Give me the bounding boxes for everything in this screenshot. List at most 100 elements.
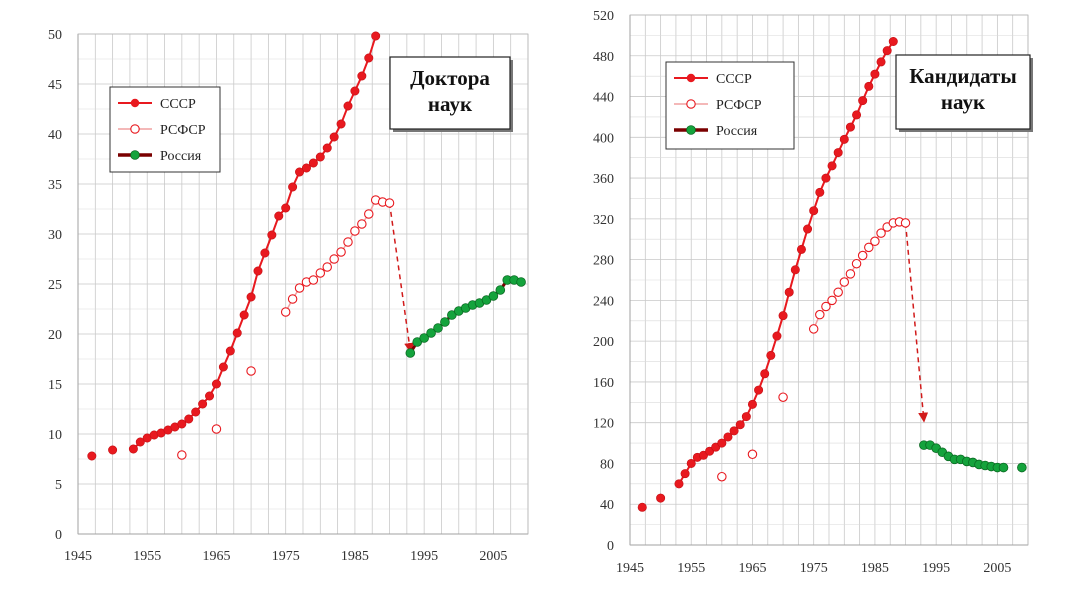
data-point bbox=[295, 167, 305, 177]
y-tick-label: 80 bbox=[600, 457, 614, 472]
x-tick-label: 1955 bbox=[133, 549, 161, 564]
x-tick-label: 1975 bbox=[272, 549, 300, 564]
legend-swatch-marker bbox=[130, 124, 140, 134]
data-point bbox=[747, 449, 758, 460]
x-tick-label: 1985 bbox=[341, 549, 369, 564]
data-point bbox=[1017, 462, 1027, 473]
data-point bbox=[803, 224, 813, 234]
data-point bbox=[754, 385, 764, 395]
title-line: Доктора bbox=[410, 66, 490, 90]
data-point bbox=[741, 412, 751, 422]
title-line: Кандидаты bbox=[909, 64, 1017, 88]
data-point bbox=[184, 414, 194, 424]
x-tick-label: 2005 bbox=[479, 549, 507, 564]
data-point bbox=[357, 219, 367, 229]
data-point bbox=[294, 283, 305, 293]
data-point bbox=[790, 265, 800, 275]
data-point bbox=[717, 471, 727, 482]
data-point bbox=[747, 399, 757, 409]
x-tick-label: 1945 bbox=[616, 561, 644, 576]
data-point bbox=[827, 161, 837, 171]
data-point bbox=[723, 432, 733, 442]
data-point bbox=[315, 268, 326, 278]
data-point bbox=[336, 247, 346, 257]
chart-1: 0 5 10 15 20 25 30 35 40 45 50 1945 1955 1965 1975 1985… bbox=[48, 28, 529, 564]
drop-arrow bbox=[904, 222, 929, 423]
data-point bbox=[852, 110, 862, 120]
x-tick-label: 1995 bbox=[410, 549, 438, 564]
x-tick-label: 1985 bbox=[861, 561, 889, 576]
data-point bbox=[998, 462, 1009, 473]
data-point bbox=[495, 285, 506, 295]
y-tick-label: 40 bbox=[600, 498, 614, 513]
data-point bbox=[815, 187, 825, 197]
series-green-circle bbox=[405, 275, 526, 358]
data-point bbox=[232, 328, 242, 338]
y-tick-label: 360 bbox=[593, 172, 614, 187]
y-tick-label: 480 bbox=[593, 50, 614, 65]
data-point bbox=[851, 258, 862, 269]
data-point bbox=[288, 182, 298, 192]
y-tick-label: 440 bbox=[593, 91, 614, 106]
legend-label: РСФСР bbox=[716, 98, 762, 113]
data-point bbox=[322, 143, 332, 153]
data-point bbox=[735, 420, 745, 430]
data-point bbox=[336, 119, 346, 129]
data-point bbox=[870, 236, 880, 247]
plot-frame bbox=[629, 14, 1029, 546]
data-point bbox=[845, 122, 855, 132]
data-point bbox=[815, 309, 825, 320]
legend-swatch-marker bbox=[686, 99, 696, 109]
series-open-circle bbox=[717, 217, 911, 482]
chart-2: 0 40 80 120 160 200 240 280 320 360 400 440 480 520 19… bbox=[593, 9, 1033, 576]
x-tick-label: 1975 bbox=[800, 561, 828, 576]
legend-swatch-marker bbox=[130, 150, 140, 160]
data-point bbox=[839, 277, 850, 287]
data-point bbox=[516, 277, 526, 287]
data-point bbox=[674, 479, 684, 489]
data-point bbox=[845, 269, 856, 279]
data-point bbox=[833, 148, 843, 158]
data-point bbox=[433, 323, 443, 333]
data-point bbox=[350, 226, 360, 236]
data-point bbox=[246, 366, 256, 376]
y-tick-label: 15 bbox=[48, 378, 62, 393]
data-point bbox=[329, 254, 339, 264]
x-tick-label: 1955 bbox=[677, 561, 705, 576]
data-point bbox=[784, 287, 794, 297]
data-point bbox=[864, 242, 874, 253]
data-point bbox=[717, 438, 727, 448]
data-point bbox=[287, 294, 298, 304]
series-filled-circle bbox=[637, 36, 898, 512]
y-tick-label: 240 bbox=[593, 294, 614, 309]
y-tick-label: 400 bbox=[593, 131, 614, 146]
data-point bbox=[315, 152, 325, 162]
data-point bbox=[876, 228, 886, 238]
x-tick-label: 1995 bbox=[922, 561, 950, 576]
legend-label: РСФСР bbox=[160, 123, 206, 138]
y-tick-label: 280 bbox=[593, 254, 614, 269]
series-filled-circle bbox=[87, 31, 381, 461]
data-point bbox=[833, 287, 843, 297]
data-point bbox=[778, 311, 788, 321]
data-point bbox=[888, 36, 898, 46]
data-point bbox=[864, 81, 874, 91]
data-point bbox=[274, 211, 284, 221]
x-tick-label: 1945 bbox=[64, 549, 92, 564]
data-point bbox=[384, 198, 395, 208]
y-tick-label: 30 bbox=[48, 228, 62, 243]
data-point bbox=[680, 469, 690, 479]
y-tick-label: 120 bbox=[593, 417, 614, 432]
data-point bbox=[350, 86, 360, 96]
data-point bbox=[280, 307, 291, 317]
data-point bbox=[364, 209, 374, 219]
y-tick-label: 5 bbox=[55, 478, 62, 493]
data-point bbox=[211, 379, 221, 389]
data-point bbox=[281, 203, 291, 213]
data-point bbox=[205, 391, 215, 401]
data-point bbox=[343, 101, 353, 111]
data-point bbox=[729, 426, 739, 436]
drop-arrow bbox=[388, 202, 415, 353]
title-line: наук bbox=[428, 92, 473, 116]
